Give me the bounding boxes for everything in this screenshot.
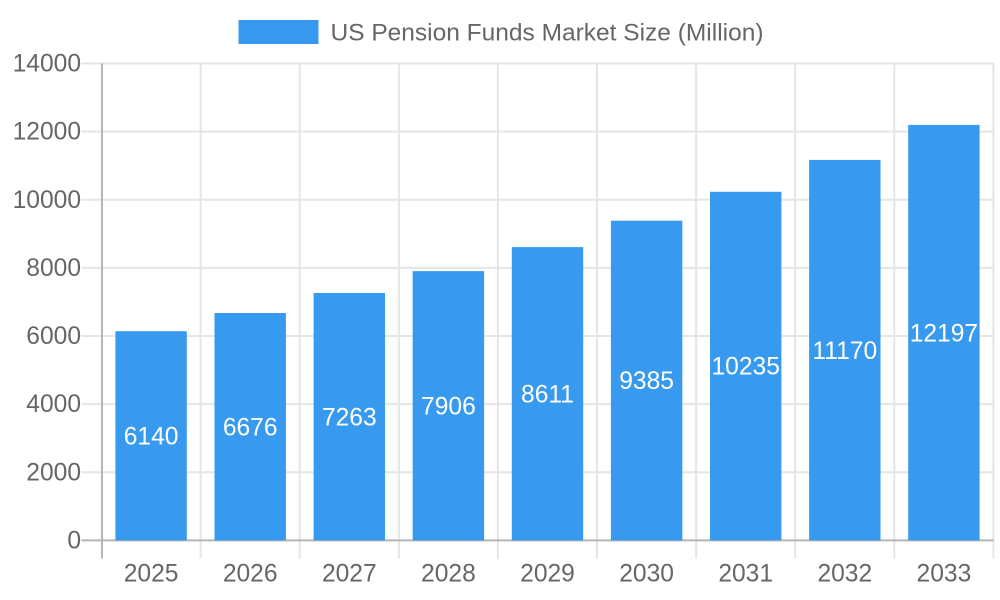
svg-text:2026: 2026 xyxy=(223,561,278,588)
svg-text:2032: 2032 xyxy=(817,561,872,588)
svg-text:2033: 2033 xyxy=(917,561,972,588)
svg-text:2029: 2029 xyxy=(520,561,575,588)
svg-text:US Pension Funds Market Size (: US Pension Funds Market Size (Million) xyxy=(331,19,764,46)
svg-text:4000: 4000 xyxy=(26,391,81,418)
svg-text:2025: 2025 xyxy=(124,561,179,588)
svg-text:2000: 2000 xyxy=(26,459,81,486)
svg-text:12000: 12000 xyxy=(13,119,81,146)
svg-text:10000: 10000 xyxy=(13,187,81,214)
svg-text:6140: 6140 xyxy=(124,423,179,450)
svg-text:2031: 2031 xyxy=(718,561,773,588)
svg-text:0: 0 xyxy=(67,528,81,555)
svg-text:14000: 14000 xyxy=(13,51,81,78)
svg-text:2028: 2028 xyxy=(421,561,476,588)
svg-text:11170: 11170 xyxy=(812,338,877,365)
svg-text:12197: 12197 xyxy=(910,320,978,347)
svg-text:7906: 7906 xyxy=(421,393,476,420)
svg-text:8611: 8611 xyxy=(521,381,574,408)
svg-text:10235: 10235 xyxy=(712,354,780,381)
svg-text:8000: 8000 xyxy=(26,255,81,282)
svg-text:7263: 7263 xyxy=(322,404,377,431)
svg-text:9385: 9385 xyxy=(619,368,674,395)
svg-text:6000: 6000 xyxy=(26,323,81,350)
svg-text:2027: 2027 xyxy=(322,561,377,588)
svg-text:6676: 6676 xyxy=(223,414,278,441)
svg-text:2030: 2030 xyxy=(619,561,674,588)
